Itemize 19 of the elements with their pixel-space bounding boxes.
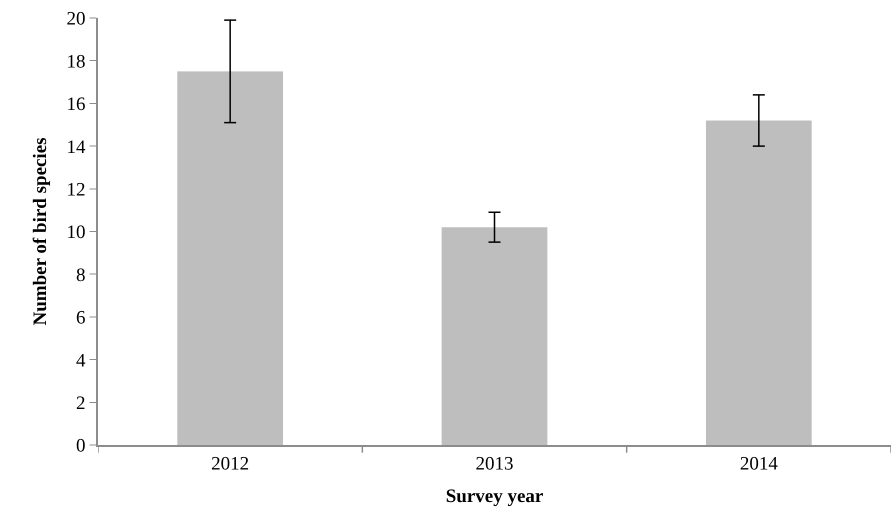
y-tick-label: 6 — [76, 308, 86, 329]
y-tick-label: 0 — [76, 436, 86, 457]
x-axis-title: Survey year — [446, 486, 544, 507]
y-tick-label: 14 — [66, 136, 86, 158]
y-tick-label: 4 — [76, 350, 86, 372]
bar — [706, 120, 812, 445]
x-tick-label: 2013 — [476, 454, 514, 475]
y-tick-label: 2 — [76, 392, 86, 414]
y-tick-label: 10 — [66, 222, 86, 244]
bar — [442, 227, 548, 445]
y-tick-label: 16 — [66, 94, 86, 116]
x-tick-label: 2012 — [211, 454, 250, 475]
bar — [177, 71, 284, 445]
y-tick-label: 12 — [66, 179, 86, 200]
y-tick-label: 20 — [66, 8, 86, 30]
y-axis-title: Number of bird species — [30, 137, 51, 326]
x-tick-label: 2014 — [740, 454, 778, 475]
y-tick-label: 18 — [66, 51, 86, 72]
y-tick-label: 8 — [76, 264, 86, 286]
